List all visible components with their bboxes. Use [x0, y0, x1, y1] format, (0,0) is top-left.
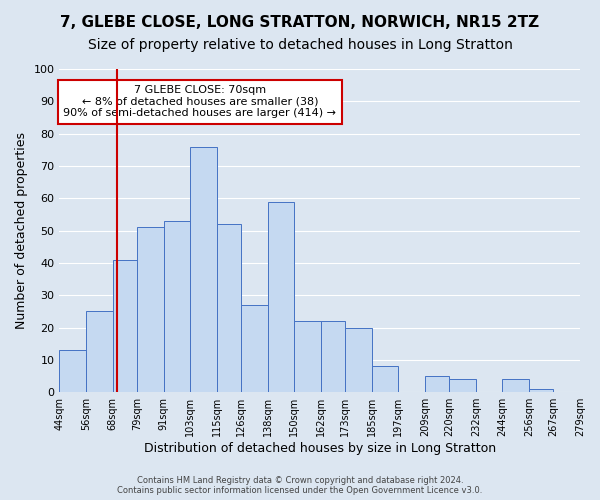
- Bar: [86, 312, 113, 392]
- Text: 7 GLEBE CLOSE: 70sqm
← 8% of detached houses are smaller (38)
90% of semi-detach: 7 GLEBE CLOSE: 70sqm ← 8% of detached ho…: [64, 85, 337, 118]
- Bar: [529, 389, 553, 392]
- Text: 7, GLEBE CLOSE, LONG STRATTON, NORWICH, NR15 2TZ: 7, GLEBE CLOSE, LONG STRATTON, NORWICH, …: [61, 15, 539, 30]
- Bar: [164, 221, 190, 392]
- Bar: [372, 366, 398, 392]
- X-axis label: Distribution of detached houses by size in Long Stratton: Distribution of detached houses by size …: [143, 442, 496, 455]
- Bar: [137, 228, 164, 392]
- Bar: [113, 260, 137, 392]
- Bar: [217, 224, 241, 392]
- Bar: [59, 350, 86, 392]
- Bar: [241, 305, 268, 392]
- Bar: [425, 376, 449, 392]
- Bar: [190, 146, 217, 392]
- Bar: [345, 328, 372, 392]
- Text: Size of property relative to detached houses in Long Stratton: Size of property relative to detached ho…: [88, 38, 512, 52]
- Bar: [321, 321, 345, 392]
- Text: Contains HM Land Registry data © Crown copyright and database right 2024.
Contai: Contains HM Land Registry data © Crown c…: [118, 476, 482, 495]
- Bar: [449, 380, 476, 392]
- Bar: [294, 321, 321, 392]
- Bar: [502, 380, 529, 392]
- Bar: [268, 202, 294, 392]
- Y-axis label: Number of detached properties: Number of detached properties: [15, 132, 28, 329]
